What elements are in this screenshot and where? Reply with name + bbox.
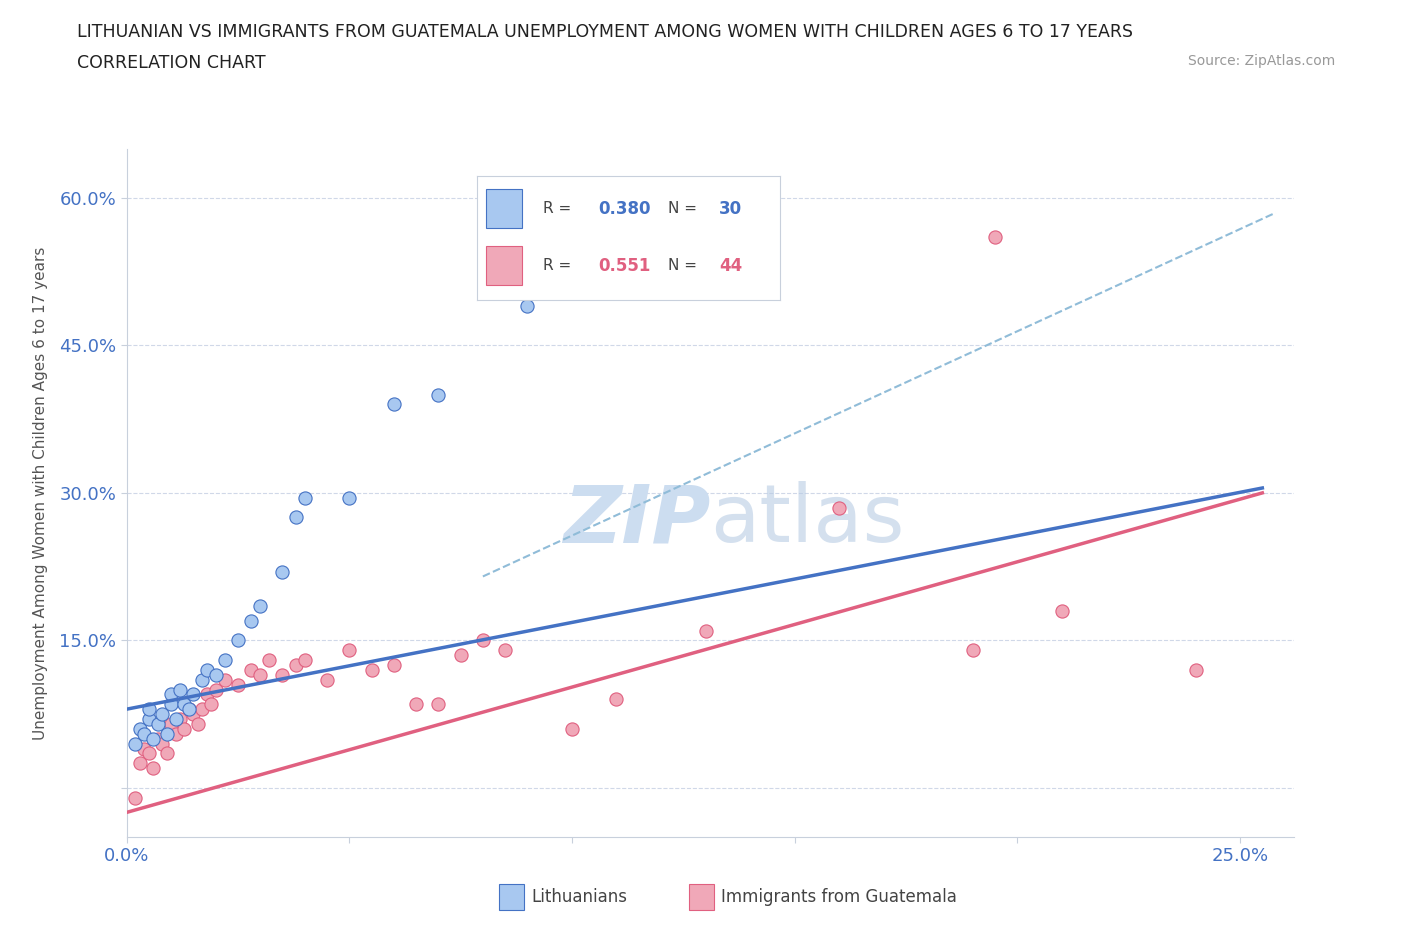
Point xyxy=(169,682,191,697)
Point xyxy=(226,633,249,648)
Point xyxy=(160,716,183,731)
Point xyxy=(471,633,494,648)
Point xyxy=(284,510,307,525)
Text: Source: ZipAtlas.com: Source: ZipAtlas.com xyxy=(1188,54,1336,68)
Point xyxy=(183,687,205,702)
Point xyxy=(984,230,1007,245)
Point xyxy=(160,687,183,702)
Point xyxy=(124,737,146,751)
Point xyxy=(294,653,316,668)
Point xyxy=(382,658,405,672)
Point xyxy=(169,711,191,726)
Point xyxy=(165,726,187,741)
Point xyxy=(165,711,187,726)
Point xyxy=(249,599,271,614)
Point xyxy=(240,613,263,628)
Point xyxy=(142,731,165,746)
Point xyxy=(173,722,195,737)
Point xyxy=(150,737,173,751)
Point xyxy=(962,643,984,658)
Point xyxy=(226,677,249,692)
Point xyxy=(177,702,200,717)
Point xyxy=(183,707,205,722)
Text: LITHUANIAN VS IMMIGRANTS FROM GUATEMALA UNEMPLOYMENT AMONG WOMEN WITH CHILDREN A: LITHUANIAN VS IMMIGRANTS FROM GUATEMALA … xyxy=(77,23,1133,41)
Point xyxy=(134,726,156,741)
Point xyxy=(284,658,307,672)
Point xyxy=(187,716,209,731)
Point xyxy=(337,490,360,505)
Point xyxy=(360,662,382,677)
Text: atlas: atlas xyxy=(710,482,904,560)
Point xyxy=(1184,662,1206,677)
Point xyxy=(257,653,280,668)
Point xyxy=(156,746,179,761)
Point xyxy=(382,397,405,412)
Point xyxy=(214,653,236,668)
Point xyxy=(337,643,360,658)
Point xyxy=(427,697,450,711)
Point xyxy=(450,647,472,662)
Point xyxy=(138,746,160,761)
Point xyxy=(129,756,152,771)
Point xyxy=(124,790,146,805)
Point xyxy=(271,565,294,579)
Point xyxy=(173,697,195,711)
Point xyxy=(200,697,222,711)
Point xyxy=(150,707,173,722)
Point xyxy=(240,662,263,677)
Point xyxy=(129,722,152,737)
Point xyxy=(138,711,160,726)
Text: Lithuanians: Lithuanians xyxy=(531,887,627,906)
Point xyxy=(249,668,271,683)
Point xyxy=(177,702,200,717)
Point xyxy=(156,726,179,741)
Point xyxy=(494,643,516,658)
Point xyxy=(191,672,214,687)
Point xyxy=(1050,604,1073,618)
Point xyxy=(561,722,583,737)
Text: ZIP: ZIP xyxy=(562,482,710,560)
Point xyxy=(405,697,427,711)
Point xyxy=(271,668,294,683)
Point xyxy=(695,623,717,638)
Point xyxy=(195,687,218,702)
Point xyxy=(191,702,214,717)
Y-axis label: Unemployment Among Women with Children Ages 6 to 17 years: Unemployment Among Women with Children A… xyxy=(32,246,48,739)
Point xyxy=(195,662,218,677)
Point xyxy=(204,682,226,697)
Point xyxy=(146,731,169,746)
Point xyxy=(138,702,160,717)
Point xyxy=(160,697,183,711)
Point xyxy=(605,692,627,707)
Point xyxy=(828,500,851,515)
Point xyxy=(294,490,316,505)
Text: Immigrants from Guatemala: Immigrants from Guatemala xyxy=(721,887,957,906)
Point xyxy=(214,672,236,687)
Point xyxy=(427,387,450,402)
Point xyxy=(134,741,156,756)
Point xyxy=(316,672,339,687)
Point xyxy=(516,299,538,313)
Point xyxy=(146,716,169,731)
Point xyxy=(204,668,226,683)
Point xyxy=(142,761,165,776)
Text: CORRELATION CHART: CORRELATION CHART xyxy=(77,54,266,72)
